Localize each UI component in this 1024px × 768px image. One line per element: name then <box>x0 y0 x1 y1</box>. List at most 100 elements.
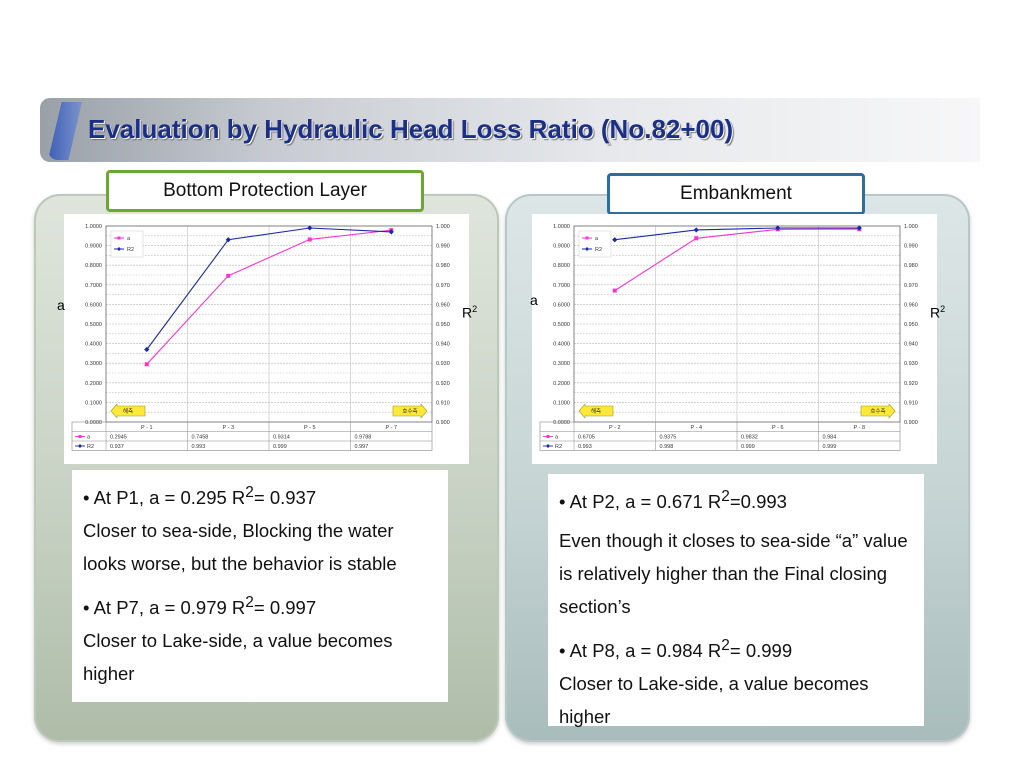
right-tick-label: 0.990 <box>436 244 450 250</box>
legend: a R2 <box>578 230 612 258</box>
right-tick-label: 0.940 <box>904 342 918 348</box>
point-a <box>612 288 617 293</box>
table-cell: 0.2945 <box>110 435 127 441</box>
left-axis-label-r2-sup: 2 <box>472 304 478 314</box>
category-label: P - 3 <box>222 425 234 431</box>
point-r2 <box>775 225 781 231</box>
right-note-1-body-para: Even though it closes to sea-side “a” va… <box>559 524 914 623</box>
right-note-2-body: Closer to Lake-side, a value becomes hig… <box>559 673 869 728</box>
table-cell: 0.998 <box>660 444 674 450</box>
left-tick-label: 0.2000 <box>553 381 570 387</box>
right-axis-label-r2-text: R <box>930 304 941 321</box>
right-tick-label: 0.950 <box>904 322 918 328</box>
right-tick-label: 0.930 <box>436 361 450 367</box>
right-tick-label: 1.000 <box>904 224 918 230</box>
legend-box <box>578 230 612 258</box>
point-a <box>226 273 231 278</box>
left-note-1-tail: = 0.937 <box>253 487 317 509</box>
chart-svg: 0.0000 0.1000 0.2000 0.3000 0.4000 0.5000 0.60… <box>539 224 918 451</box>
left-tick-label: 0.5000 <box>553 322 570 328</box>
table-cell: 0.9788 <box>355 435 372 441</box>
lake-side-badge-text: 호수측 <box>870 407 885 415</box>
series-line-r2 <box>146 227 392 350</box>
left-axis-label-a: a <box>57 297 65 313</box>
left-note-1: • At P1, a = 0.295 R2= 0.937 Closer to s… <box>83 476 438 580</box>
left-axis-label-a-text: a <box>57 297 65 313</box>
left-tick-label: 0.7000 <box>85 283 102 289</box>
right-note-2-tail: = 0.999 <box>729 640 793 662</box>
sea-side-badge-text: 해측 <box>123 407 133 415</box>
left-axis-label-r2-text: R <box>462 304 473 321</box>
table-row-label: a <box>87 435 91 441</box>
right-tick-label: 1.000 <box>436 224 450 230</box>
right-tick-label: 0.920 <box>436 381 450 387</box>
lake-side-badge: 호수측 <box>860 403 896 419</box>
data-table: P - 2 P - 4 P - 6 P - 8 a 0.6705 0.9375 0.9832 0… <box>539 421 901 451</box>
point-r2 <box>856 225 862 231</box>
lake-side-badge-shape <box>392 403 428 419</box>
table-cell: 0.937 <box>110 444 124 450</box>
left-note-2-tail: = 0.997 <box>253 597 317 619</box>
right-tick-label: 0.980 <box>436 263 450 269</box>
lake-side-badge: 호수측 <box>392 403 428 419</box>
right-note-2-sup: 2 <box>721 637 730 655</box>
category-label: P - 5 <box>304 425 316 431</box>
right-tick-label: 0.950 <box>436 322 450 328</box>
legend-box <box>110 230 144 258</box>
right-tick-label: 0.900 <box>436 420 450 426</box>
series-line-a <box>146 229 392 365</box>
table-cell: 0.9832 <box>741 435 758 441</box>
point-r2 <box>225 237 231 243</box>
page-title: Evaluation by Hydraulic Head Loss Ratio … <box>88 114 734 144</box>
right-tick-label: 0.910 <box>436 400 450 406</box>
right-notes: • At P2, a = 0.671 R2=0.993 Even though … <box>548 474 924 728</box>
left-tick-label: 0.4000 <box>553 342 570 348</box>
left-note-1-lead: • At P1, a = 0.295 R <box>83 487 246 509</box>
right-tick-label: 0.960 <box>436 302 450 308</box>
category-label: P - 6 <box>772 425 784 431</box>
legend-label: R2 <box>595 247 602 253</box>
right-axis-label-a-text: a <box>530 292 538 308</box>
embankment-label: Embankment <box>607 173 865 215</box>
point-a <box>144 362 149 367</box>
left-note-1-body: Closer to sea-side, Blocking the water l… <box>83 520 397 575</box>
category-label: P - 4 <box>690 425 702 431</box>
right-note-1-body: Even though it closes to sea-side “a” va… <box>559 530 908 618</box>
table-cell: 0.7458 <box>192 435 209 441</box>
table-cell: 0.9375 <box>660 435 677 441</box>
left-tick-label: 0.6000 <box>553 302 570 308</box>
legend-marker-a <box>585 236 589 240</box>
legend-label: a <box>595 236 599 242</box>
category-label: P - 8 <box>853 425 865 431</box>
left-tick-label: 1.0000 <box>85 224 102 230</box>
left-note-2: • At P7, a = 0.979 R2= 0.997 Closer to L… <box>83 586 438 690</box>
lake-side-badge-shape <box>860 403 896 419</box>
bottom-protection-label-text: Bottom Protection Layer <box>163 180 367 201</box>
table-frame <box>71 421 433 451</box>
table-row-label: R2 <box>87 444 94 450</box>
right-tick-label: 0.980 <box>904 263 918 269</box>
table-cell: 0.984 <box>823 435 837 441</box>
sea-side-badge-shape <box>110 403 146 419</box>
legend-marker-r2 <box>117 247 121 251</box>
category-label: P - 7 <box>385 425 397 431</box>
lake-side-badge-text: 호수측 <box>402 407 417 415</box>
left-axis-label-r2: R2 <box>462 304 477 321</box>
left-tick-label: 0.1000 <box>85 400 102 406</box>
title-bar <box>40 98 980 162</box>
table-row-label: a <box>555 435 559 441</box>
left-note-2-body: Closer to Lake-side, a value becomes hig… <box>83 630 393 685</box>
right-tick-label: 0.900 <box>904 420 918 426</box>
bottom-protection-label: Bottom Protection Layer <box>106 170 424 212</box>
left-tick-label: 0.3000 <box>553 361 570 367</box>
left-note-2-lead: • At P7, a = 0.979 R <box>83 597 246 619</box>
sea-side-badge-text: 해측 <box>591 407 601 415</box>
left-tick-label: 0.1000 <box>553 400 570 406</box>
legend-marker-a <box>117 236 121 240</box>
right-tick-label: 0.990 <box>904 244 918 250</box>
table-cell: 0.993 <box>578 444 592 450</box>
left-tick-label: 0.5000 <box>85 322 102 328</box>
right-note-1-sup: 2 <box>721 488 730 505</box>
left-tick-label: 0.8000 <box>85 263 102 269</box>
left-tick-label: 0.0000 <box>85 420 102 426</box>
